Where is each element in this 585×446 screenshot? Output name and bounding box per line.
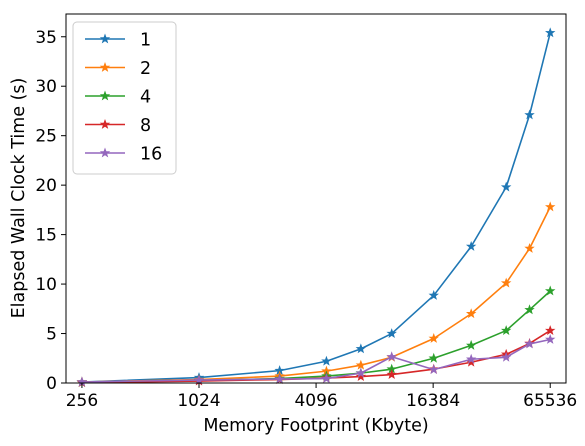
data-point-marker — [545, 325, 556, 335]
series-layer — [76, 27, 556, 387]
data-point-marker — [500, 325, 512, 335]
data-point-marker — [428, 364, 439, 375]
legend-marker — [99, 147, 111, 158]
y-tick-label: 10 — [35, 275, 57, 295]
y-tick-label: 15 — [35, 226, 57, 246]
legend-label: 8 — [140, 116, 151, 136]
x-tick-label: 16384 — [406, 391, 460, 411]
data-point-marker — [321, 355, 332, 366]
y-tick-label: 0 — [46, 374, 57, 394]
legend-marker — [99, 90, 111, 101]
data-point-marker — [355, 343, 367, 354]
data-point-marker — [545, 285, 556, 296]
data-point-marker — [355, 359, 367, 370]
x-axis-label: Memory Footprint (Kbyte) — [203, 416, 428, 436]
y-axis: 0 5 10 15 20 25 30 35 — [35, 28, 66, 394]
legend-marker — [99, 33, 111, 44]
data-point-marker — [465, 241, 477, 251]
data-point-marker — [465, 353, 477, 364]
x-axis: 256 1024 4096 16384 65536 — [66, 383, 577, 411]
data-point-marker — [545, 333, 556, 344]
data-point-marker — [500, 351, 512, 362]
data-point-marker — [524, 338, 535, 349]
legend-label: 16 — [140, 145, 162, 165]
data-point-marker — [524, 304, 535, 315]
y-tick-label: 20 — [35, 176, 57, 196]
data-point-marker — [545, 201, 556, 212]
y-tick-label: 5 — [46, 325, 57, 345]
y-tick-label: 25 — [35, 127, 57, 147]
legend-entry-8: 8 — [85, 116, 151, 136]
data-point-marker — [386, 369, 397, 380]
data-point-marker — [465, 308, 477, 319]
legend-label: 1 — [140, 31, 151, 51]
data-point-marker — [428, 333, 439, 343]
series-16 — [76, 333, 556, 387]
legend-label: 2 — [140, 59, 151, 79]
legend-entry-1: 1 — [85, 31, 151, 51]
x-tick-label: 65536 — [523, 391, 577, 411]
data-point-marker — [274, 373, 285, 384]
y-tick-label: 35 — [35, 28, 57, 48]
legend-marker — [99, 119, 111, 129]
data-point-marker — [428, 352, 439, 363]
data-point-marker — [321, 373, 332, 383]
data-point-marker — [193, 374, 205, 385]
legend-entry-2: 2 — [85, 59, 151, 79]
y-axis-label: Elapsed Wall Clock Time (s) — [9, 78, 29, 319]
data-point-marker — [386, 328, 397, 338]
legend-marker — [99, 62, 111, 72]
data-point-marker — [500, 181, 512, 192]
legend: 1 2 4 8 16 — [72, 21, 177, 175]
data-point-marker — [524, 109, 535, 120]
x-tick-label: 256 — [66, 391, 98, 411]
data-point-marker — [465, 339, 477, 350]
data-point-marker — [545, 27, 556, 38]
data-point-marker — [524, 242, 535, 253]
legend-entry-16: 16 — [85, 145, 162, 165]
legend-entry-4: 4 — [85, 88, 151, 108]
data-point-marker — [355, 367, 367, 378]
data-point-marker — [355, 371, 367, 381]
y-tick-label: 30 — [35, 77, 57, 97]
legend-box — [72, 21, 177, 175]
data-point-marker — [500, 277, 512, 288]
data-point-marker — [386, 351, 397, 362]
legend-label: 4 — [140, 88, 151, 108]
x-tick-label: 1024 — [177, 391, 220, 411]
data-point-marker — [428, 289, 439, 300]
x-tick-label: 4096 — [294, 391, 337, 411]
